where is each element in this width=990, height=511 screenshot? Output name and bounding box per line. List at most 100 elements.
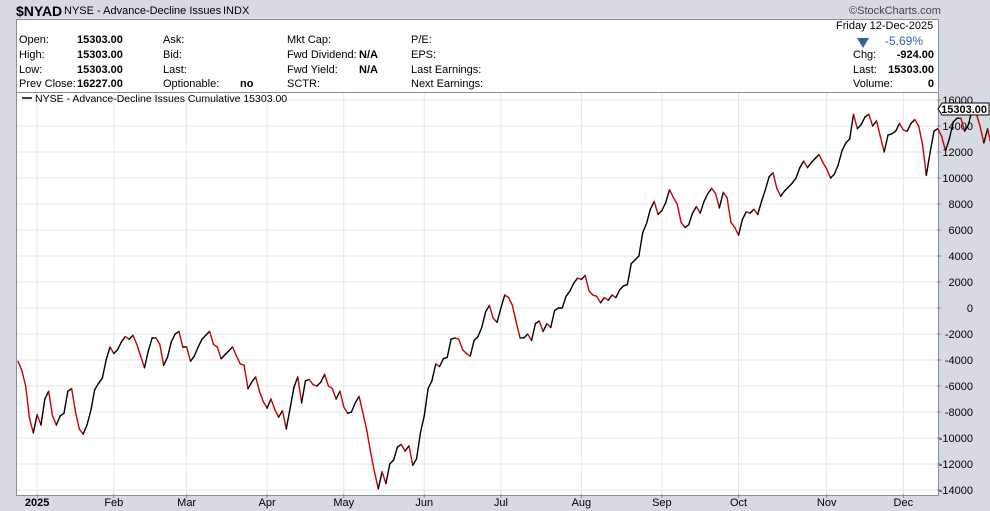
series-segment: [477, 326, 483, 338]
series-segment: [389, 459, 395, 465]
series-segment: [67, 387, 73, 392]
mkt-cap-label: Mkt Cap:: [287, 34, 332, 46]
series-segment: [438, 358, 445, 368]
series-segment: [366, 429, 372, 453]
y-tick-label: 10000: [942, 173, 973, 185]
x-tick-label: Jul: [494, 497, 508, 509]
low-value: 15303.00: [77, 64, 123, 76]
series-segment: [86, 410, 92, 426]
series-segment: [320, 373, 326, 383]
quote-panel: Friday 12-Dec-2025 -5.69% Open: 15303.00…: [16, 19, 939, 94]
series-segment: [197, 338, 203, 348]
series-segment: [339, 390, 345, 408]
series-segment: [262, 400, 268, 409]
series-segment: [852, 113, 859, 130]
series-segment: [120, 335, 127, 343]
low-label: Low:: [19, 64, 43, 76]
series-segment: [258, 390, 264, 403]
series-segment: [645, 208, 652, 225]
series-segment: [465, 352, 471, 357]
series-segment: [481, 311, 487, 329]
y-tick-label: 2000: [949, 277, 973, 289]
series-segment: [74, 411, 81, 430]
series-segment: [362, 412, 368, 431]
series-segment: [139, 355, 146, 369]
series-segment: [546, 322, 552, 329]
series-segment: [822, 161, 828, 170]
series-segment: [848, 113, 855, 140]
series-segment: [63, 390, 69, 414]
fwd-yield-value: N/A: [359, 64, 378, 76]
series-segment: [523, 333, 529, 339]
series-segment: [944, 138, 951, 152]
chg-value: -924.00: [896, 49, 934, 61]
open-label: Open:: [19, 34, 49, 46]
last-label: Last:: [163, 64, 187, 76]
optionable-label: Optionable:: [163, 78, 220, 90]
last-earnings-label: Last Earnings:: [411, 64, 482, 76]
y-tick-label: 12000: [942, 147, 973, 159]
series-segment: [212, 343, 219, 348]
series-segment: [783, 186, 790, 192]
prev-close-value: 16227.00: [77, 78, 123, 90]
series-segment: [672, 196, 678, 205]
series-segment: [185, 346, 192, 362]
series-segment: [538, 320, 544, 333]
series-segment: [70, 387, 77, 413]
series-segment: [565, 290, 571, 297]
series-segment: [753, 208, 759, 216]
x-tick-label: Mar: [177, 497, 196, 509]
series-segment: [634, 255, 640, 261]
series-segment: [764, 175, 770, 191]
ask-label: Ask:: [163, 34, 185, 46]
series-segment: [159, 343, 165, 366]
series-segment: [358, 395, 364, 414]
y-tick-label: -4000: [945, 355, 973, 367]
y-tick-label: 4000: [949, 251, 973, 263]
series-segment: [308, 378, 314, 386]
optionable-value: no: [240, 78, 254, 90]
series-segment: [484, 304, 491, 313]
x-tick-label: Sep: [652, 497, 672, 509]
series-segment: [680, 221, 686, 229]
series-segment: [837, 149, 843, 166]
series-segment: [588, 290, 594, 296]
series-segment: [871, 120, 878, 127]
series-segment: [553, 307, 560, 312]
series-segment: [979, 125, 985, 144]
series-segment: [101, 359, 107, 379]
series-segment: [818, 153, 824, 164]
series-segment: [44, 390, 50, 400]
change-percent: -5.69%: [885, 34, 924, 48]
series-segment: [461, 348, 468, 355]
series-segment: [247, 381, 253, 390]
series-segment: [412, 458, 418, 466]
series-segment: [722, 191, 728, 199]
open-value: 15303.00: [77, 34, 123, 46]
series-segment: [983, 127, 989, 144]
series-segment: [933, 127, 939, 132]
series-segment: [446, 338, 452, 359]
down-arrow-icon: [857, 38, 869, 48]
x-tick-label: Dec: [894, 497, 914, 509]
series-segment: [354, 395, 360, 404]
series-segment: [373, 471, 379, 490]
series-segment: [331, 387, 337, 400]
series-segment: [760, 188, 767, 203]
last-value-label: 15303.00: [941, 104, 987, 116]
prev-close-label: Prev Close:: [19, 78, 76, 90]
x-tick-label: Oct: [730, 497, 747, 509]
series-segment: [703, 192, 709, 203]
series-segment: [615, 289, 621, 299]
series-segment: [511, 304, 517, 323]
series-segment: [231, 346, 238, 357]
series-segment: [787, 182, 793, 188]
series-segment: [860, 116, 866, 126]
series-segment: [82, 424, 88, 435]
series-segment: [550, 309, 556, 329]
series-segment: [193, 346, 199, 357]
series-segment: [707, 187, 713, 195]
series-segment: [504, 294, 510, 299]
series-segment: [534, 320, 540, 325]
